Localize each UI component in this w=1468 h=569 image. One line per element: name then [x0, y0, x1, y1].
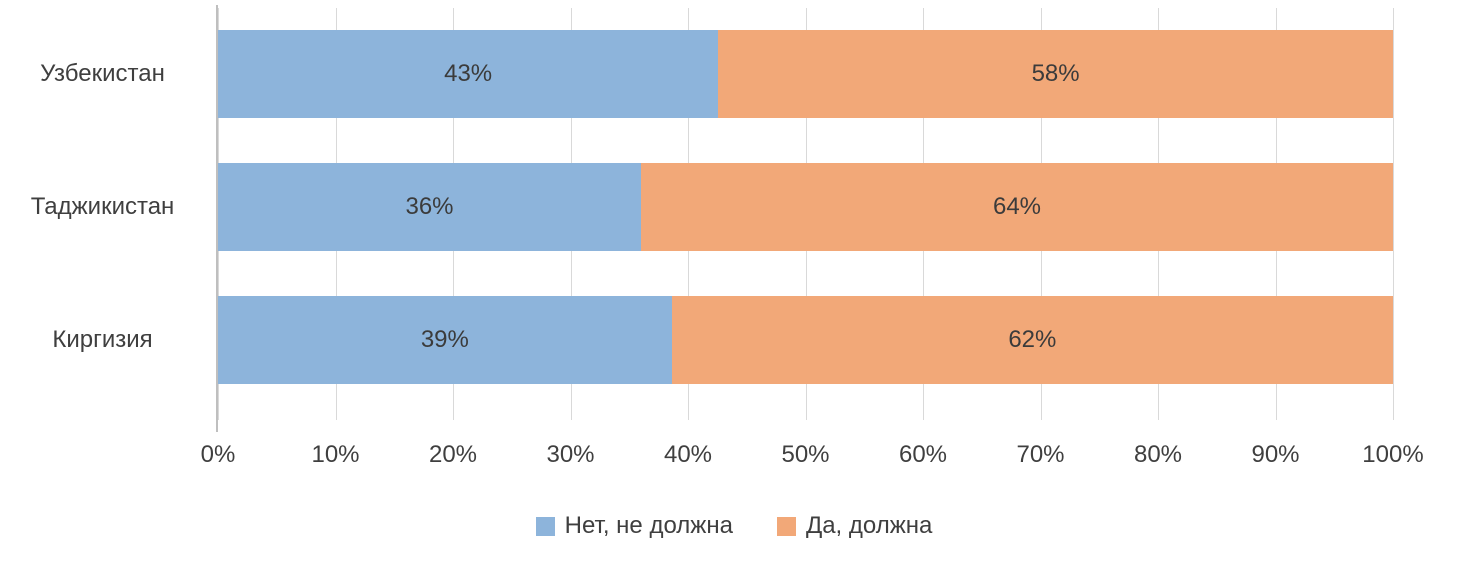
- bar-segment: 39%: [218, 296, 672, 384]
- x-tick-label: 30%: [546, 441, 595, 468]
- x-tick-label: 100%: [1362, 441, 1424, 468]
- legend-label: Нет, не должна: [564, 512, 733, 539]
- data-label: 43%: [444, 60, 493, 87]
- bar-segment: 64%: [641, 163, 1393, 251]
- bar-segment: 36%: [218, 163, 641, 251]
- x-tick-label: 90%: [1251, 441, 1300, 468]
- bar-row: 43% 58%: [218, 30, 1393, 118]
- category-label: Узбекистан: [40, 60, 165, 87]
- legend: Нет, не должна Да, должна: [0, 512, 1468, 540]
- category-label: Киргизия: [52, 326, 153, 353]
- x-tick-label: 70%: [1016, 441, 1065, 468]
- x-tick-label: 80%: [1133, 441, 1183, 468]
- x-tick-label: 50%: [781, 441, 830, 468]
- x-tick-label: 60%: [898, 441, 948, 468]
- legend-item: Нет, не должна: [535, 512, 733, 540]
- bar-row: 36% 64%: [218, 163, 1393, 251]
- legend-label: Да, должна: [805, 512, 933, 539]
- data-label: 36%: [405, 193, 454, 220]
- plot-area: 43% 58% 36% 64% 39% 62%: [218, 8, 1394, 420]
- data-label: 62%: [1008, 326, 1057, 353]
- legend-swatch: [776, 516, 796, 536]
- x-tick-label: 40%: [663, 441, 713, 468]
- data-label: 39%: [420, 326, 469, 353]
- y-axis-line: [216, 5, 218, 432]
- bar-segment: 58%: [718, 30, 1393, 118]
- bar-row: 39% 62%: [218, 296, 1393, 384]
- data-label: 64%: [992, 193, 1042, 220]
- x-tick-label: 10%: [311, 441, 360, 468]
- x-tick-label: 0%: [200, 441, 236, 468]
- gridline: [1393, 8, 1394, 420]
- data-label: 58%: [1031, 60, 1080, 87]
- legend-item: Да, должна: [776, 512, 933, 540]
- legend-swatch: [535, 516, 555, 536]
- bar-segment: 43%: [218, 30, 719, 118]
- category-label: Таджикистан: [30, 193, 175, 220]
- x-tick-label: 20%: [428, 441, 478, 468]
- bar-segment: 62%: [671, 296, 1393, 384]
